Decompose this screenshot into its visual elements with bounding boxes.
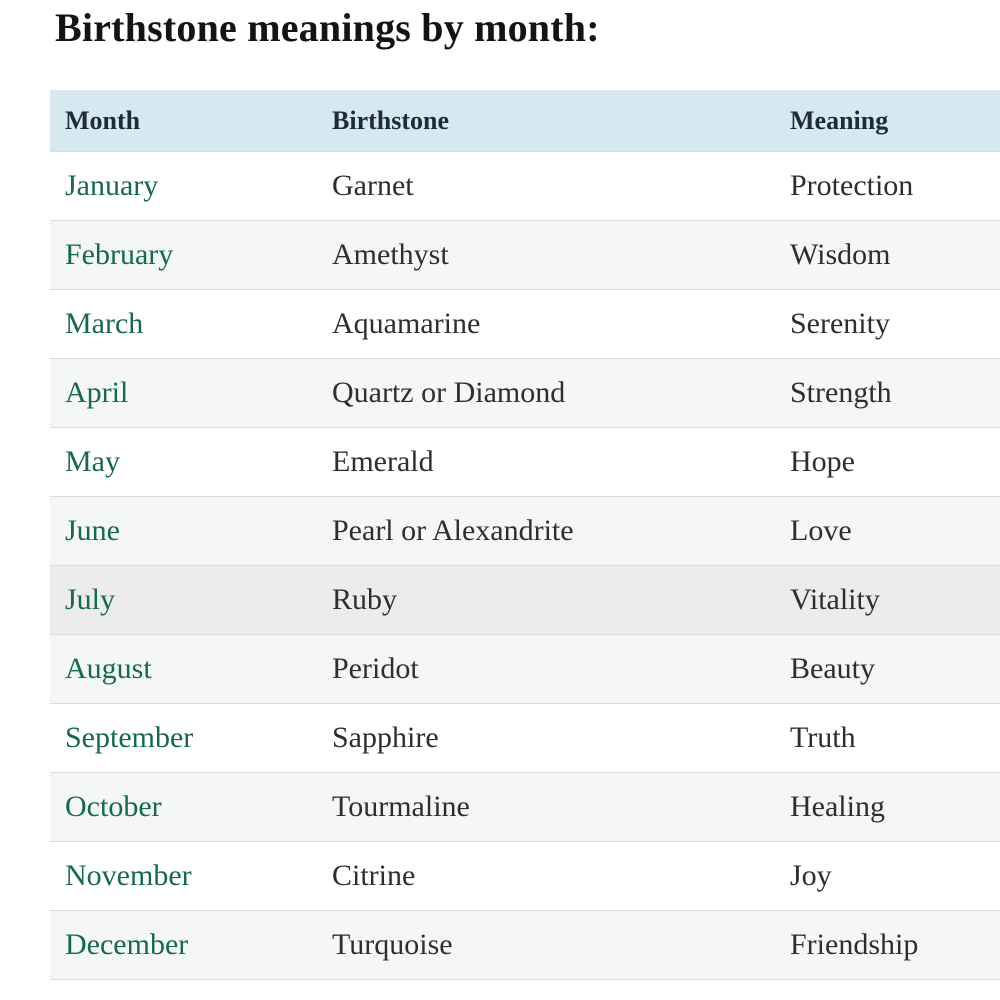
column-header-month: Month [65, 105, 141, 135]
meaning-cell: Beauty [790, 652, 875, 685]
birthstone-cell: Garnet [332, 169, 414, 202]
birthstone-cell: Sapphire [332, 721, 439, 754]
month-cell: April [50, 376, 317, 410]
meaning-cell: Protection [790, 169, 914, 202]
birthstone-cell: Aquamarine [332, 307, 481, 340]
meaning-cell: Love [790, 514, 852, 547]
birthstone-cell: Turquoise [332, 928, 453, 961]
meaning-cell: Wisdom [790, 238, 891, 271]
birthstone-cell: Amethyst [332, 238, 449, 271]
birthstone-cell: Emerald [332, 445, 434, 478]
meaning-cell: Healing [790, 790, 885, 823]
meaning-cell: Strength [790, 376, 892, 409]
page-title: Birthstone meanings by month: [55, 5, 600, 50]
month-link-october[interactable]: October [65, 790, 162, 823]
birthstone-cell: Ruby [332, 583, 398, 616]
meaning-cell: Serenity [790, 307, 890, 340]
month-link-february[interactable]: February [65, 238, 174, 271]
month-cell: May [50, 445, 317, 479]
table-row: April Quartz or Diamond Strength [50, 358, 1000, 427]
table-row: August Peridot Beauty [50, 634, 1000, 703]
month-cell: January [50, 169, 317, 203]
month-link-march[interactable]: March [65, 307, 144, 340]
birthstone-cell: Tourmaline [332, 790, 470, 823]
birthstone-cell: Citrine [332, 859, 416, 892]
table-row: March Aquamarine Serenity [50, 289, 1000, 358]
meaning-cell: Hope [790, 445, 855, 478]
month-link-september[interactable]: September [65, 721, 194, 754]
meaning-cell: Truth [790, 721, 856, 754]
table-body: January Garnet Protection February Ameth… [50, 151, 1000, 980]
month-cell: November [50, 859, 317, 893]
meaning-cell: Joy [790, 859, 832, 892]
column-header-meaning: Meaning [790, 105, 889, 135]
table-row: October Tourmaline Healing [50, 772, 1000, 841]
meaning-cell: Vitality [790, 583, 880, 616]
table-header-row: Month Birthstone Meaning [50, 90, 1000, 151]
month-link-august[interactable]: August [65, 652, 152, 685]
month-link-december[interactable]: December [65, 928, 189, 961]
month-link-june[interactable]: June [65, 514, 120, 547]
table-row: May Emerald Hope [50, 427, 1000, 496]
table-row: February Amethyst Wisdom [50, 220, 1000, 289]
month-link-april[interactable]: April [65, 376, 129, 409]
month-cell: September [50, 721, 317, 755]
birthstone-cell: Quartz or Diamond [332, 376, 566, 409]
month-link-november[interactable]: November [65, 859, 192, 892]
birthstone-cell: Pearl or Alexandrite [332, 514, 574, 547]
column-header-birthstone: Birthstone [332, 105, 449, 135]
month-cell: July [50, 583, 317, 617]
table-row: November Citrine Joy [50, 841, 1000, 910]
month-link-may[interactable]: May [65, 445, 120, 478]
month-link-january[interactable]: January [65, 169, 159, 202]
meaning-cell: Friendship [790, 928, 919, 961]
month-cell: December [50, 928, 317, 962]
month-cell: February [50, 238, 317, 272]
month-cell: March [50, 307, 317, 341]
month-cell: October [50, 790, 317, 824]
table-row: July Ruby Vitality [50, 565, 1000, 634]
table-row: December Turquoise Friendship [50, 910, 1000, 979]
month-cell: June [50, 514, 317, 548]
table-row: September Sapphire Truth [50, 703, 1000, 772]
month-cell: August [50, 652, 317, 686]
table-row: June Pearl or Alexandrite Love [50, 496, 1000, 565]
birthstone-cell: Peridot [332, 652, 419, 685]
month-link-july[interactable]: July [65, 583, 116, 616]
table-row: January Garnet Protection [50, 151, 1000, 220]
birthstone-table: Month Birthstone Meaning January Garnet … [50, 90, 1000, 980]
